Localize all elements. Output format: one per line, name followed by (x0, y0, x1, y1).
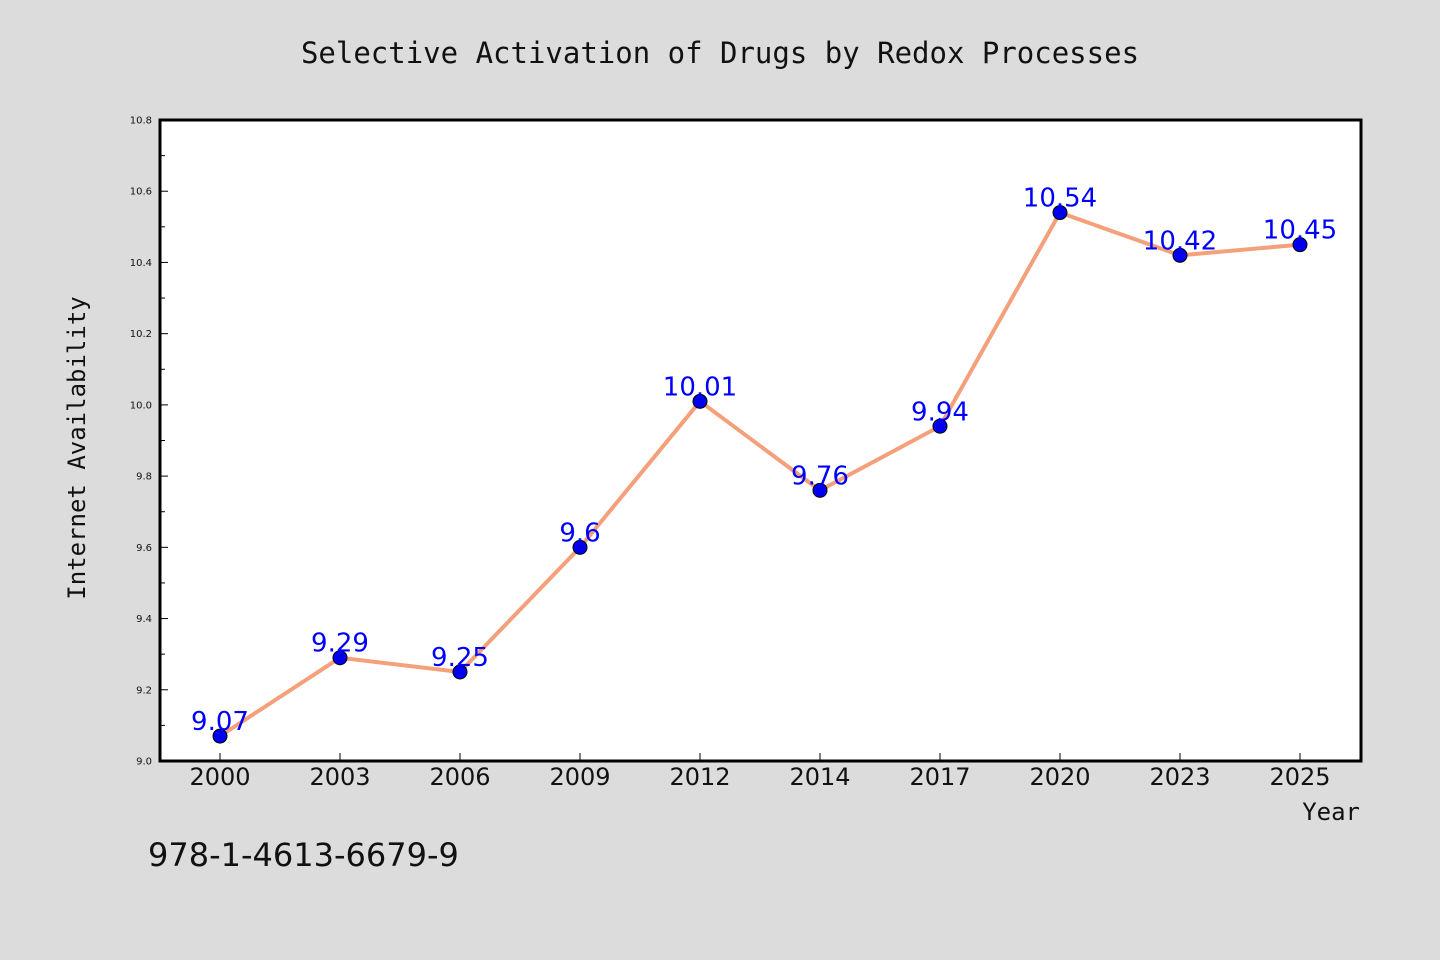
x-tick-label: 2006 (429, 763, 490, 791)
data-labels: 9.07 9.29 9.25 9.6 10.01 9.76 9.94 10.54 10.42 10… (191, 184, 1337, 737)
chart-title: Selective Activation of Drugs by Redox P… (301, 36, 1139, 70)
data-point (932, 418, 948, 434)
y-tick-label: 9.6 (136, 543, 152, 554)
x-tick-label: 2020 (1029, 763, 1090, 791)
data-label: 10.01 (663, 372, 737, 402)
y-tick-label: 9.4 (136, 614, 152, 625)
data-point (692, 393, 708, 409)
y-tick-label: 10.2 (130, 329, 152, 340)
data-label: 10.45 (1263, 216, 1337, 246)
plot-area (160, 120, 1361, 761)
y-tick-label: 9.2 (136, 685, 152, 696)
series-line-path (218, 210, 1302, 739)
data-label: 9.94 (911, 397, 969, 427)
x-tick-label: 2012 (669, 763, 730, 791)
data-point (332, 650, 348, 666)
data-point (812, 482, 828, 498)
data-label: 9.6 (559, 518, 600, 548)
data-label: 10.54 (1023, 184, 1097, 214)
isbn-footer: 978-1-4613-6679-9 (148, 836, 459, 874)
data-point (1292, 237, 1308, 253)
x-tick-label: 2003 (309, 763, 370, 791)
x-tick-label: 2023 (1149, 763, 1210, 791)
data-point (452, 664, 468, 680)
y-tick-label: 10.8 (130, 116, 152, 127)
plot-frame (158, 118, 1363, 763)
data-points (212, 205, 1308, 744)
series-line (218, 210, 1302, 739)
data-point (1052, 205, 1068, 221)
data-point (1172, 247, 1188, 263)
y-tick-label: 9.0 (136, 757, 152, 768)
y-tick-label: 10.4 (130, 258, 152, 269)
x-tick-labels: 2000 2003 2006 2009 2012 2014 2017 2020 2023 2025 (189, 763, 1330, 791)
data-label: 9.76 (791, 461, 849, 491)
data-label: 9.29 (311, 629, 369, 659)
x-tick-label: 2014 (789, 763, 850, 791)
data-label: 10.42 (1143, 226, 1217, 256)
x-tick-label: 2017 (909, 763, 970, 791)
data-point (212, 728, 228, 744)
x-tick-label: 2009 (549, 763, 610, 791)
x-tick-label: 2000 (189, 763, 250, 791)
y-tick-labels: 9.0 9.2 9.4 9.6 9.8 10.0 10.2 10.4 10.6 10.8 (130, 116, 152, 768)
y-tick-label: 10.6 (130, 187, 152, 198)
x-tick-label: 2025 (1269, 763, 1330, 791)
y-axis-title: Internet Availability (63, 296, 91, 599)
data-label: 9.07 (191, 707, 249, 737)
data-point (572, 539, 588, 555)
y-tick-label: 10.0 (130, 400, 152, 411)
y-tick-label: 9.8 (136, 472, 152, 483)
x-axis-title: Year (1302, 798, 1360, 826)
data-label: 9.25 (431, 643, 489, 673)
